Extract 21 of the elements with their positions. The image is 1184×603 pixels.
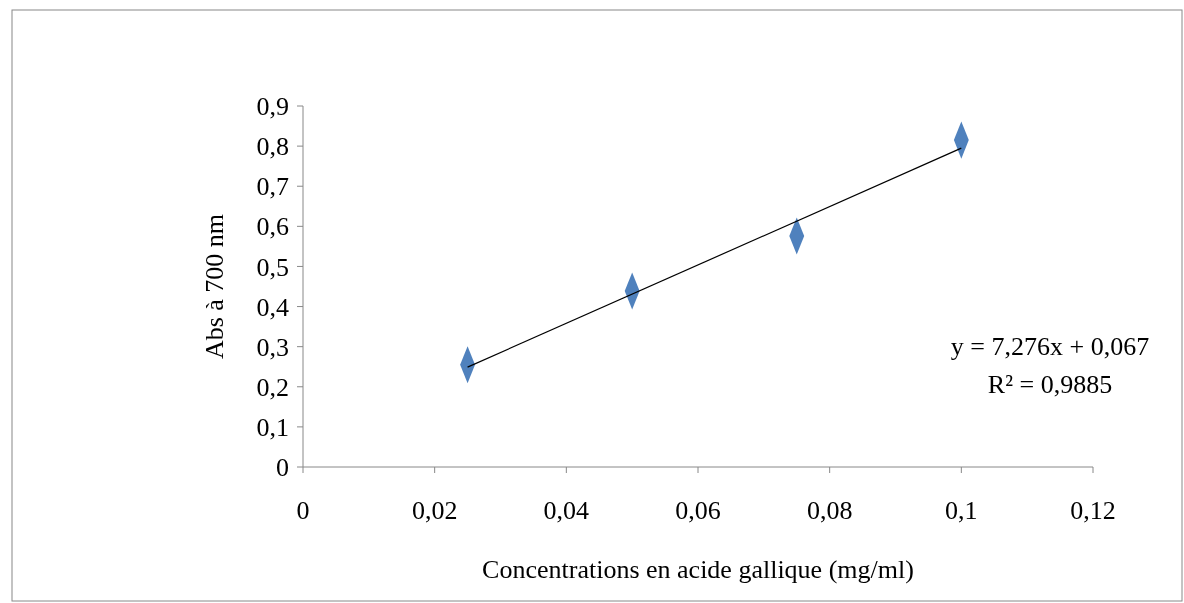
x-tick-label: 0,12: [1070, 496, 1116, 525]
x-tick-label: 0,06: [675, 496, 721, 525]
y-tick-label: 0,5: [256, 252, 289, 282]
y-tick-label: 0,3: [256, 332, 289, 362]
x-tick-label: 0,02: [411, 496, 458, 525]
x-axis-title: Concentrations en acide gallique (mg/ml): [482, 555, 914, 584]
y-tick-label: 0,7: [256, 172, 289, 202]
y-tick-label: 0,4: [256, 292, 289, 322]
annotation: R² = 0,9885: [987, 370, 1113, 399]
y-axis-title: Abs à 700 nm: [200, 213, 229, 360]
x-tick-label: 0,08: [806, 496, 853, 525]
y-tick-label: 0,2: [256, 372, 289, 402]
annotation: y = 7,276x + 0,067: [950, 332, 1150, 361]
x-tick-label: 0,1: [945, 496, 978, 525]
y-tick-label: 0,9: [256, 92, 289, 122]
y-tick-label: 0: [276, 453, 289, 483]
x-tick-label: 0,04: [543, 496, 590, 525]
y-tick-label: 0,8: [256, 132, 289, 162]
y-tick-label: 0,1: [256, 412, 289, 442]
x-tick-label: 0: [296, 496, 310, 525]
y-tick-label: 0,6: [256, 212, 289, 242]
